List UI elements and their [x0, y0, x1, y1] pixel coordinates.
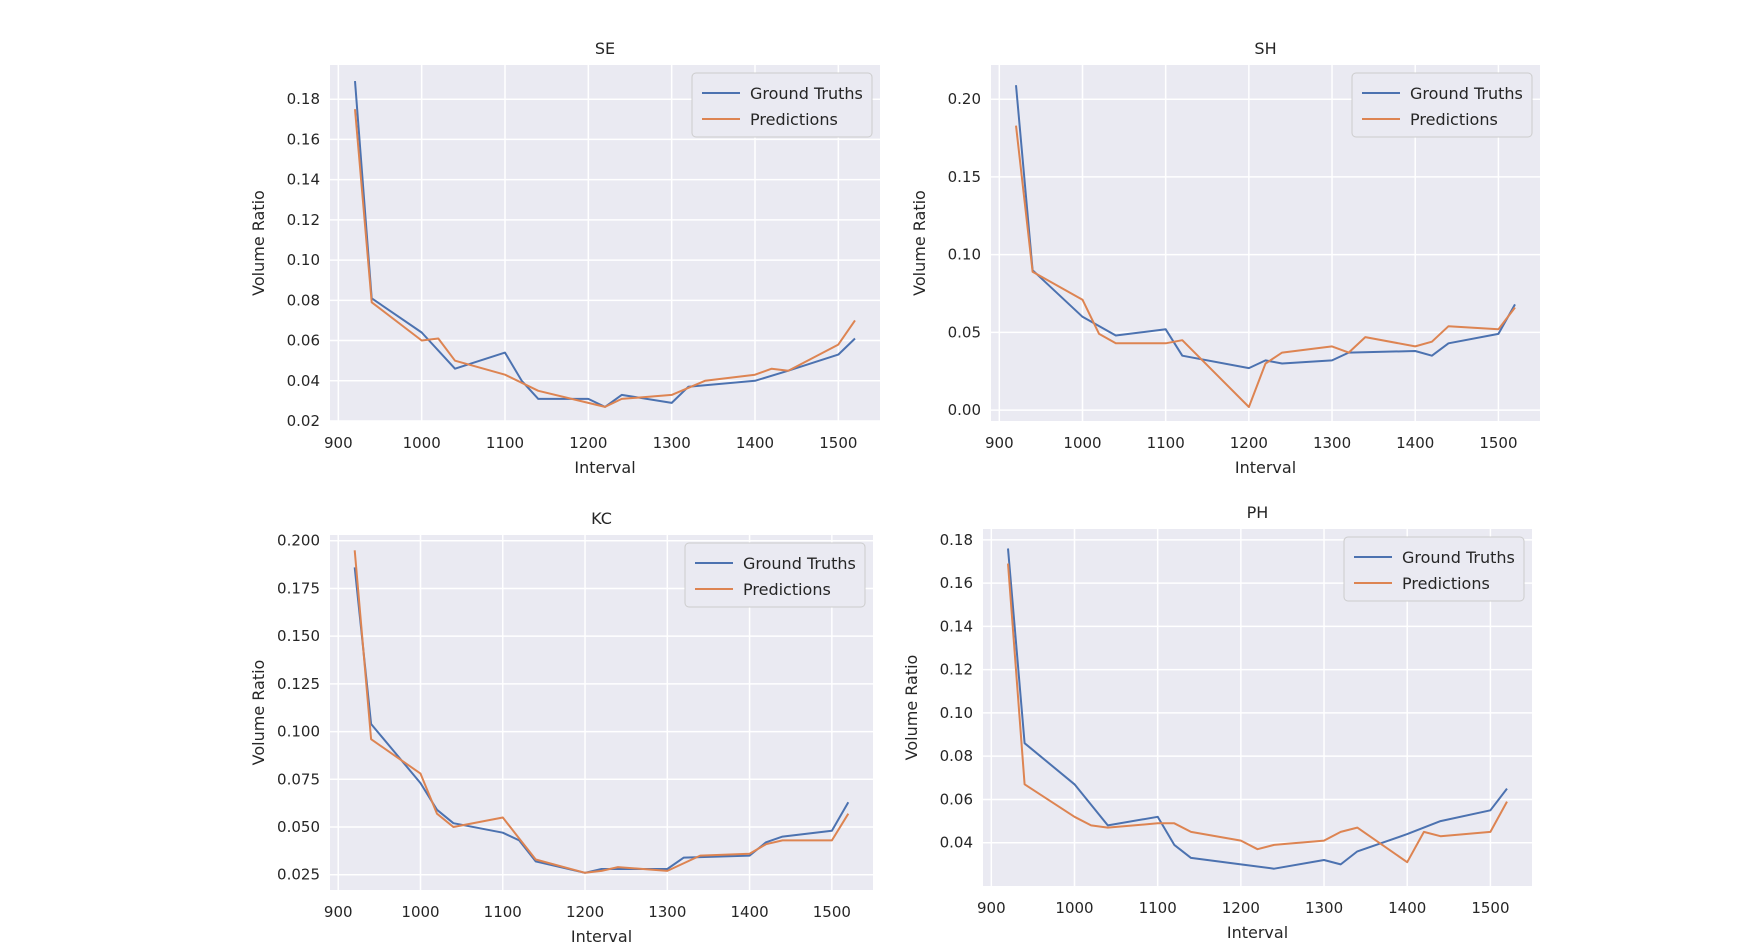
x-tick-label: 1500: [1471, 899, 1509, 917]
y-tick-label: 0.12: [287, 211, 320, 229]
x-tick-label: 1200: [1230, 434, 1268, 452]
legend: Ground Truths Predictions: [691, 72, 873, 138]
y-tick-label: 0.00: [948, 401, 981, 419]
legend: Ground Truths Predictions: [684, 542, 866, 608]
legend-box: [1343, 536, 1525, 602]
x-tick-label: 1500: [819, 434, 857, 452]
legend-label: Ground Truths: [1402, 548, 1515, 567]
x-tick-label: 1100: [1147, 434, 1185, 452]
legend-box: [691, 72, 873, 138]
series-line-predictions: [1007, 563, 1508, 864]
y-tick-label: 0.18: [287, 90, 320, 108]
y-tick-label: 0.05: [948, 323, 981, 341]
series-line-predictions: [353, 550, 850, 874]
x-tick-label: 1400: [1396, 434, 1434, 452]
chart-panel-ph: 900 1000 1100 1200 1300 1400 1500 0.04 0.06 0.08 0…: [902, 503, 1532, 942]
x-tick-label: 1300: [1305, 899, 1343, 917]
x-tick-label: 1300: [1313, 434, 1351, 452]
y-tick-label: 0.06: [287, 332, 320, 350]
x-tick-label: 1100: [484, 903, 522, 921]
series-line-ground-truths: [1007, 548, 1508, 870]
chart-panel-se: 900 1000 1100 1200 1300 1400 1500 0.02 0.04 0.06 0…: [249, 39, 880, 477]
y-tick-label: 0.06: [940, 790, 973, 808]
x-tick-label: 1300: [653, 434, 691, 452]
series-line-ground-truths: [1015, 85, 1516, 370]
x-tick-label: 1400: [736, 434, 774, 452]
legend-label: Predictions: [750, 110, 838, 129]
y-tick-label: 0.16: [287, 130, 320, 148]
y-tick-label: 0.050: [277, 818, 320, 836]
x-tick-label: 900: [985, 434, 1014, 452]
y-tick-label: 0.200: [277, 532, 320, 550]
legend-label: Ground Truths: [750, 84, 863, 103]
x-axis-label: Interval: [1227, 923, 1288, 942]
legend-label: Ground Truths: [1410, 84, 1523, 103]
x-tick-label: 1100: [486, 434, 524, 452]
y-tick-label: 0.08: [940, 747, 973, 765]
y-tick-label: 0.04: [287, 372, 320, 390]
y-axis-label: Volume Ratio: [902, 655, 921, 761]
y-tick-label: 0.10: [940, 704, 973, 722]
x-tick-label: 1200: [1222, 899, 1260, 917]
y-tick-label: 0.08: [287, 291, 320, 309]
x-tick-label: 900: [324, 434, 353, 452]
series-line-predictions: [354, 109, 856, 408]
legend: Ground Truths Predictions: [1343, 536, 1525, 602]
x-tick-label: 1300: [648, 903, 686, 921]
chart-title: PH: [1247, 503, 1269, 522]
x-tick-label: 1400: [730, 903, 768, 921]
x-axis-label: Interval: [574, 458, 635, 477]
y-tick-label: 0.10: [948, 246, 981, 264]
x-tick-label: 1000: [403, 434, 441, 452]
y-tick-label: 0.14: [287, 171, 320, 189]
x-tick-label: 1200: [566, 903, 604, 921]
y-tick-label: 0.18: [940, 531, 973, 549]
x-tick-label: 1100: [1139, 899, 1177, 917]
y-tick-label: 0.10: [287, 251, 320, 269]
y-tick-label: 0.025: [277, 866, 320, 884]
chart-panel-kc: 900 1000 1100 1200 1300 1400 1500 0.025 0.050 0.0…: [249, 509, 873, 946]
y-axis-label: Volume Ratio: [249, 660, 268, 766]
legend-label: Ground Truths: [743, 554, 856, 573]
y-tick-label: 0.125: [277, 675, 320, 693]
legend-box: [1351, 72, 1533, 138]
x-tick-label: 1200: [569, 434, 607, 452]
legend-box: [684, 542, 866, 608]
legend: Ground Truths Predictions: [1351, 72, 1533, 138]
chart-panel-sh: 900 1000 1100 1200 1300 1400 1500 0.00 0.05 0.10 0…: [910, 39, 1540, 477]
x-tick-label: 1400: [1388, 899, 1426, 917]
legend-label: Predictions: [743, 580, 831, 599]
y-tick-label: 0.075: [277, 770, 320, 788]
x-tick-label: 1000: [401, 903, 439, 921]
x-axis-label: Interval: [571, 927, 632, 946]
y-axis-label: Volume Ratio: [910, 190, 929, 296]
legend-label: Predictions: [1402, 574, 1490, 593]
x-tick-label: 900: [977, 899, 1006, 917]
y-tick-label: 0.175: [277, 579, 320, 597]
y-tick-label: 0.12: [940, 661, 973, 679]
chart-title: SE: [595, 39, 615, 58]
legend-label: Predictions: [1410, 110, 1498, 129]
y-tick-label: 0.150: [277, 627, 320, 645]
y-tick-label: 0.20: [948, 90, 981, 108]
y-tick-label: 0.16: [940, 574, 973, 592]
x-tick-label: 1000: [1063, 434, 1101, 452]
series-line-predictions: [1015, 125, 1516, 408]
y-tick-label: 0.15: [948, 168, 981, 186]
y-tick-label: 0.100: [277, 723, 320, 741]
y-tick-label: 0.04: [940, 834, 973, 852]
series-line-ground-truths: [354, 81, 856, 408]
y-tick-label: 0.14: [940, 617, 973, 635]
y-axis-label: Volume Ratio: [249, 190, 268, 296]
x-tick-label: 1500: [1479, 434, 1517, 452]
y-tick-label: 0.02: [287, 412, 320, 430]
x-tick-label: 1000: [1055, 899, 1093, 917]
x-axis-label: Interval: [1235, 458, 1296, 477]
x-tick-label: 1500: [813, 903, 851, 921]
chart-title: KC: [591, 509, 612, 528]
x-tick-label: 900: [324, 903, 353, 921]
chart-title: SH: [1254, 39, 1276, 58]
